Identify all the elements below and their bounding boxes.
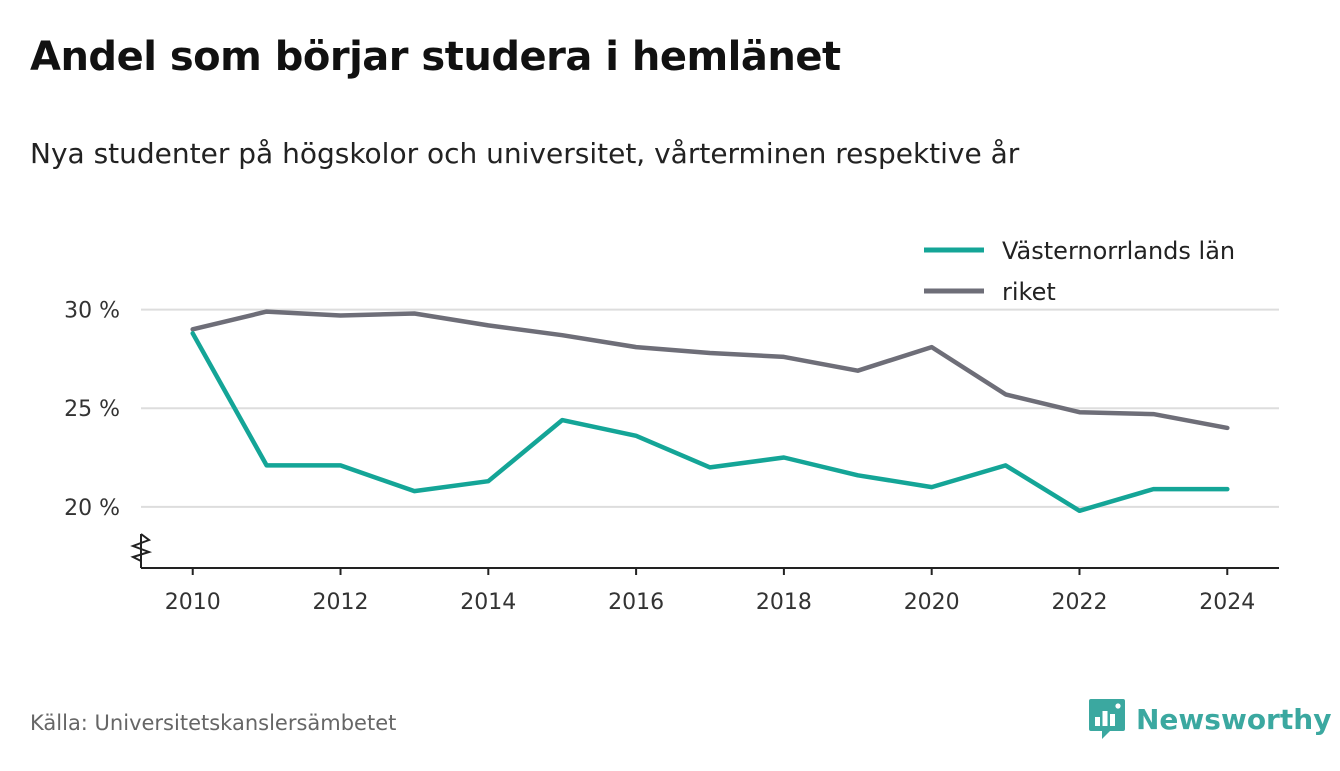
series-lines [190,309,1230,514]
x-axis-ticks: 2010 2012 2014 2016 2018 2020 2022 2024 [165,568,1255,615]
x-tick-label-2022: 2022 [1051,590,1107,615]
newsworthy-bar-chart-icon [1089,699,1125,739]
x-tick-label-2016: 2016 [608,590,664,615]
x-tick-label-2014: 2014 [460,590,516,615]
series-line-västernorrlands-län [190,331,1230,514]
legend: Västernorrlands län riket [916,228,1266,308]
legend-label-1: riket [1002,278,1056,306]
brand-name: Newsworthy [1136,702,1332,736]
chart-title: Andel som börjar studera i hemlänet [30,34,841,80]
x-tick-label-2024: 2024 [1199,590,1255,615]
x-tick-label-2012: 2012 [313,590,369,615]
x-tick-label-2010: 2010 [165,590,221,615]
source-note: Källa: Universitetskanslersämbetet [30,711,397,735]
y-tick-label-25: 25 % [64,397,120,422]
y-axis-ticks: 20 % 25 % 30 % [64,299,120,521]
chart-subtitle: Nya studenter på högskolor och universit… [30,137,1020,170]
brand-logo: Newsworthy [1088,697,1331,741]
y-tick-label-30: 30 % [64,299,120,324]
axis-break-icon [130,533,153,562]
legend-label-0: Västernorrlands län [1002,237,1235,265]
grid-lines [141,308,1279,508]
x-tick-label-2020: 2020 [904,590,960,615]
legend-background [916,228,1266,308]
series-line-riket [190,309,1230,431]
x-tick-label-2018: 2018 [756,590,812,615]
y-tick-label-20: 20 % [64,496,120,521]
axes [130,533,1279,569]
